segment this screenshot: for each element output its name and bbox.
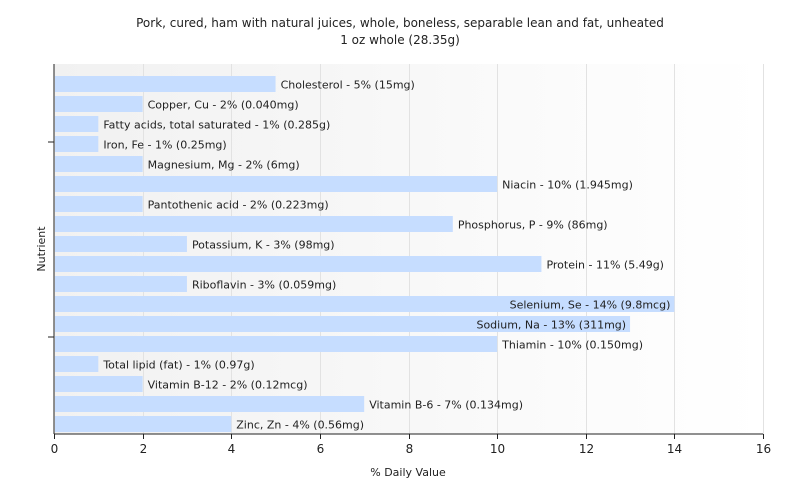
bar-label: Vitamin B-12 - 2% (0.12mcg) — [148, 379, 308, 392]
x-tick-label: 12 — [579, 442, 594, 456]
bar-label: Cholesterol - 5% (15mg) — [281, 79, 415, 92]
bar — [55, 356, 99, 372]
bar — [55, 276, 187, 292]
bar — [55, 316, 631, 332]
bar-label: Pantothenic acid - 2% (0.223mg) — [148, 199, 329, 212]
x-tick-label: 6 — [317, 442, 325, 456]
bar-label: Phosphorus, P - 9% (86mg) — [458, 219, 608, 232]
bar-label: Sodium, Na - 13% (311mg) — [476, 319, 626, 332]
x-tick-label: 2 — [140, 442, 148, 456]
bar-label: Copper, Cu - 2% (0.040mg) — [148, 99, 299, 112]
bar-label: Thiamin - 10% (0.150mg) — [501, 339, 643, 352]
bar — [55, 336, 498, 352]
bar — [55, 396, 365, 412]
bar-label: Protein - 11% (5.49g) — [546, 259, 664, 272]
gridlines — [143, 64, 764, 434]
x-tick-label: 0 — [51, 442, 59, 456]
bar — [55, 176, 498, 192]
bar-label: Total lipid (fat) - 1% (0.97g) — [102, 359, 254, 372]
x-tick-label: 14 — [667, 442, 682, 456]
bar — [55, 196, 143, 212]
x-tick-label: 16 — [756, 442, 771, 456]
bar-label: Vitamin B-6 - 7% (0.134mg) — [369, 399, 523, 412]
bars — [55, 76, 675, 432]
x-tick-label: 8 — [406, 442, 414, 456]
x-tick-label: 10 — [490, 442, 505, 456]
chart-title: Pork, cured, ham with natural juices, wh… — [136, 16, 664, 30]
x-axis-title: % Daily Value — [370, 466, 446, 479]
chart-subtitle: 1 oz whole (28.35g) — [340, 33, 460, 47]
bar — [55, 116, 99, 132]
bar — [55, 96, 143, 112]
y-axis-title: Nutrient — [35, 226, 48, 272]
bar-label: Fatty acids, total saturated - 1% (0.285… — [103, 119, 330, 132]
bar-label: Potassium, K - 3% (98mg) — [192, 239, 335, 252]
bar — [55, 296, 675, 312]
bar — [55, 236, 187, 252]
bar — [55, 216, 453, 232]
bar-label: Iron, Fe - 1% (0.25mg) — [103, 139, 226, 152]
bar — [55, 256, 542, 272]
x-tick-label: 4 — [228, 442, 236, 456]
bar-label: Magnesium, Mg - 2% (6mg) — [148, 159, 300, 172]
bar — [55, 416, 232, 432]
bar-label: Selenium, Se - 14% (9.8mcg) — [510, 299, 671, 312]
bar — [55, 376, 143, 392]
bar-label: Riboflavin - 3% (0.059mg) — [192, 279, 336, 292]
x-axis-ticks: 0 2 4 6 8 10 12 14 16 — [51, 434, 771, 456]
bar-label: Niacin - 10% (1.945mg) — [502, 179, 633, 192]
bar — [55, 156, 143, 172]
bar — [55, 136, 99, 152]
bar — [55, 76, 276, 92]
bar-label: Zinc, Zn - 4% (0.56mg) — [236, 419, 364, 432]
bar-labels: Cholesterol - 5% (15mg) Copper, Cu - 2% (… — [102, 79, 670, 432]
